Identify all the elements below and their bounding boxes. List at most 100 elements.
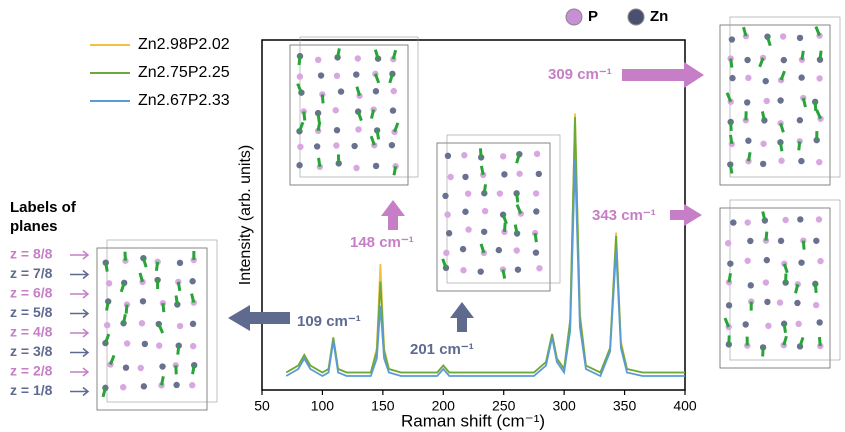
displacement-arrow bbox=[747, 151, 752, 162]
atom bbox=[353, 164, 360, 172]
displacement-arrow bbox=[296, 83, 303, 94]
x-tick-label: 150 bbox=[371, 398, 395, 414]
plane-label: z = 6/8 bbox=[10, 285, 53, 301]
crystal-cell bbox=[106, 239, 218, 403]
y-axis-label: Intensity (arb. units) bbox=[237, 145, 254, 286]
displacement-arrow bbox=[758, 57, 765, 68]
displacement-arrow bbox=[157, 323, 165, 334]
atom bbox=[119, 384, 127, 391]
displacement-arrow bbox=[801, 97, 807, 108]
displacement-arrow bbox=[375, 130, 381, 140]
atom bbox=[333, 142, 340, 149]
atom bbox=[388, 141, 396, 149]
atom bbox=[139, 298, 147, 305]
displacement-arrow bbox=[154, 261, 160, 272]
atom bbox=[137, 364, 144, 372]
atom bbox=[337, 88, 345, 95]
displacement-arrow bbox=[764, 231, 769, 241]
displacement-arrow bbox=[104, 262, 109, 272]
atom bbox=[794, 299, 801, 307]
atom bbox=[816, 75, 823, 82]
atom bbox=[813, 237, 820, 244]
atom bbox=[812, 301, 820, 309]
atom bbox=[465, 226, 472, 233]
displacement-arrow bbox=[369, 135, 376, 146]
annotation-arrow bbox=[381, 200, 405, 230]
displacement-arrow bbox=[742, 26, 748, 37]
atom bbox=[459, 245, 467, 253]
atom bbox=[297, 143, 304, 151]
displacement-arrow bbox=[479, 243, 486, 254]
displacement-arrow bbox=[124, 304, 129, 314]
atom bbox=[464, 190, 472, 197]
atom bbox=[460, 267, 467, 274]
atom bbox=[461, 152, 468, 159]
displacement-arrow bbox=[782, 263, 789, 274]
atom bbox=[747, 282, 754, 289]
atom-legend-label: P bbox=[588, 8, 598, 25]
displacement-arrow bbox=[482, 184, 487, 194]
atom bbox=[744, 257, 751, 264]
crystal-cell bbox=[719, 207, 831, 369]
displacement-arrow bbox=[302, 111, 307, 121]
displacement-arrow bbox=[316, 121, 322, 132]
atom bbox=[313, 143, 321, 150]
annotation-label: 109 cm⁻¹ bbox=[297, 313, 361, 330]
displacement-arrow bbox=[814, 26, 821, 37]
plane-arrow bbox=[70, 269, 90, 280]
x-tick-label: 400 bbox=[673, 398, 697, 414]
atom bbox=[296, 162, 303, 169]
displacement-arrow bbox=[779, 122, 785, 133]
plane-arrow bbox=[70, 386, 90, 397]
displacement-arrow bbox=[778, 142, 784, 152]
plane-arrow bbox=[70, 367, 90, 377]
x-tick-label: 300 bbox=[552, 398, 576, 414]
atom bbox=[724, 240, 732, 247]
atom bbox=[105, 280, 113, 287]
displacement-arrow bbox=[782, 323, 787, 333]
displacement-arrow bbox=[513, 224, 519, 234]
x-tick-label: 50 bbox=[254, 398, 270, 414]
atom bbox=[795, 320, 802, 328]
atom-legend-label: Zn bbox=[650, 8, 668, 25]
displacement-arrow bbox=[761, 211, 767, 221]
displacement-arrow bbox=[729, 134, 734, 145]
atom bbox=[759, 160, 767, 168]
displacement-arrow bbox=[105, 301, 110, 311]
atom bbox=[355, 126, 362, 133]
displacement-arrow bbox=[317, 157, 322, 168]
atom bbox=[759, 344, 767, 351]
atom bbox=[159, 363, 166, 370]
displacement-arrow bbox=[320, 94, 325, 104]
annotation-arrow bbox=[450, 302, 474, 332]
atom bbox=[189, 382, 196, 389]
atom bbox=[172, 362, 179, 369]
atom bbox=[760, 140, 767, 147]
atom bbox=[780, 56, 788, 64]
displacement-arrow bbox=[515, 153, 521, 164]
atom bbox=[333, 126, 341, 134]
displacement-arrow bbox=[174, 295, 179, 305]
displacement-arrow bbox=[782, 335, 788, 346]
atom bbox=[744, 56, 751, 64]
displacement-arrow bbox=[441, 258, 448, 269]
atom bbox=[536, 265, 543, 272]
crystal-cell bbox=[729, 16, 841, 178]
displacement-arrow bbox=[729, 58, 734, 68]
displacement-arrow bbox=[515, 193, 520, 203]
legend-label: Zn2.75P2.25 bbox=[138, 64, 230, 81]
atom bbox=[444, 152, 452, 160]
atom bbox=[138, 320, 146, 327]
displacement-arrow bbox=[191, 364, 196, 375]
atom bbox=[372, 88, 380, 95]
atom-legend-marker bbox=[627, 8, 645, 26]
atom bbox=[156, 342, 163, 349]
plane-label: z = 1/8 bbox=[10, 382, 53, 398]
displacement-arrow bbox=[728, 164, 734, 174]
displacement-arrow bbox=[119, 282, 126, 293]
annotation-label: 343 cm⁻¹ bbox=[592, 207, 656, 224]
annotation-arrow bbox=[622, 62, 704, 88]
atom bbox=[516, 170, 523, 177]
atom bbox=[747, 237, 754, 245]
